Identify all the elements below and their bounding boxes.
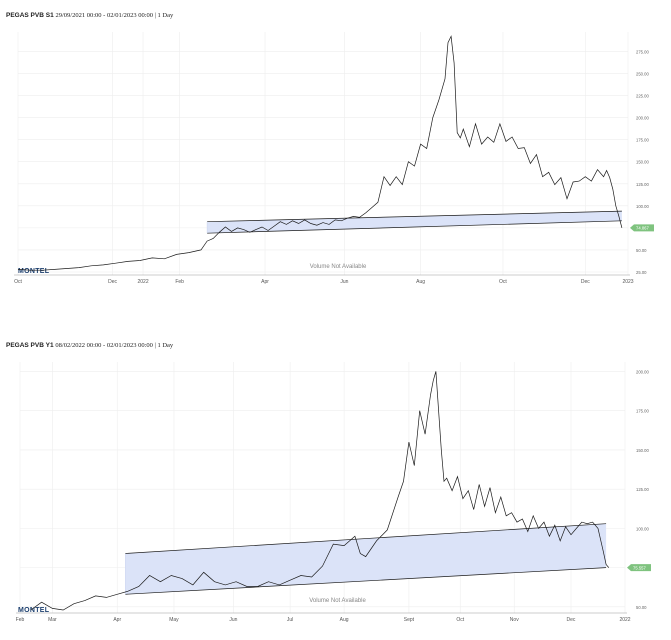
y-tick-label: 200.00 (636, 369, 649, 374)
line-chart-s1: 275.00 250.00 225.00 200.00 175.00 150.00 125.… (14, 32, 654, 285)
line-chart-y1: 200.00175.00150.00125.00100.0075.0050.00… (16, 362, 651, 623)
x-tick-label: Jun (229, 617, 237, 623)
x-tick-label: Dec (581, 279, 590, 285)
x-tick-label: Dec (108, 279, 117, 285)
y-tick-label: 225.00 (636, 94, 649, 99)
price-series-line (30, 371, 610, 611)
last-price-tag (630, 224, 654, 232)
montel-logo: MONTEL (18, 607, 50, 614)
y-tick-label: 100.00 (636, 204, 649, 209)
y-tick-label: 175.00 (636, 409, 649, 414)
y-tick-label: 150.00 (636, 160, 649, 165)
chart-title-s1: PEGAS PVB S1 29/09/2021 00:00 - 02/01/20… (6, 12, 173, 19)
y-tick-label: 50.00 (636, 605, 647, 610)
channel-lower-line (125, 567, 607, 595)
chart-subtitle-s1: 29/09/2021 00:00 - 02/01/2023 00:00 | 1 … (55, 12, 174, 19)
x-tick-label: Jun (340, 279, 348, 285)
channel-upper-line (125, 523, 607, 554)
chart-subtitle-y1: 08/02/2022 00:00 - 02/01/2023 00:00 | 1 … (55, 342, 174, 349)
y-tick-label: 125.00 (636, 487, 649, 492)
x-tick-label: Apr (261, 279, 269, 285)
chart-panel-y1: PEGAS PVB Y1 08/02/2022 00:00 - 02/01/20… (0, 330, 671, 640)
y-tick-label: 200.00 (636, 116, 649, 121)
y-tick-label: 25.00 (636, 270, 647, 275)
y-tick-label: 250.00 (636, 71, 649, 76)
y-tick-label: 125.00 (636, 182, 649, 187)
x-tick-label: 2022 (137, 279, 148, 285)
volume-note: Volume Not Available (310, 264, 367, 270)
chart-title-y1: PEGAS PVB Y1 08/02/2022 00:00 - 02/01/20… (6, 342, 173, 349)
x-tick-label: Aug (416, 279, 425, 285)
chart-title-main-y1: PEGAS PVB Y1 (6, 342, 54, 349)
x-tick-label: Feb (16, 617, 25, 623)
y-tick-label: 275.00 (636, 49, 649, 54)
channel-lower-line (207, 220, 622, 234)
last-price-label: 74.867 (636, 226, 649, 231)
x-tick-label: Sept (404, 617, 415, 623)
x-tick-label: 2022 (619, 617, 630, 623)
x-tick-label: May (169, 617, 179, 623)
x-tick-label: Oct (14, 279, 22, 285)
trend-channel (125, 523, 607, 595)
x-tick-label: Aug (340, 617, 349, 623)
chart-panel-s1: PEGAS PVB S1 29/09/2021 00:00 - 02/01/20… (0, 0, 671, 315)
x-tick-label: Oct (499, 279, 507, 285)
x-tick-label: Dec (567, 617, 576, 623)
channel-upper-line (207, 210, 622, 223)
price-series-line (17, 35, 623, 271)
y-tick-label: 100.00 (636, 526, 649, 531)
y-tick-label: 175.00 (636, 138, 649, 143)
x-tick-label: Jul (287, 617, 293, 623)
x-tick-label: Nov (510, 617, 519, 623)
x-tick-label: Apr (113, 617, 121, 623)
y-tick-label: 150.00 (636, 448, 649, 453)
last-price-tag (627, 564, 651, 572)
x-tick-label: Oct (456, 617, 464, 623)
x-tick-label: Feb (175, 279, 184, 285)
volume-note: Volume Not Available (309, 598, 366, 604)
chart-title-main-s1: PEGAS PVB S1 (6, 12, 54, 19)
last-price-label: 75.557 (633, 565, 646, 570)
x-tick-label: 2023 (622, 279, 633, 285)
montel-logo: MONTEL (18, 268, 50, 275)
trend-channel (207, 211, 622, 234)
y-tick-label: 50.00 (636, 248, 647, 253)
x-tick-label: Mar (48, 617, 57, 623)
